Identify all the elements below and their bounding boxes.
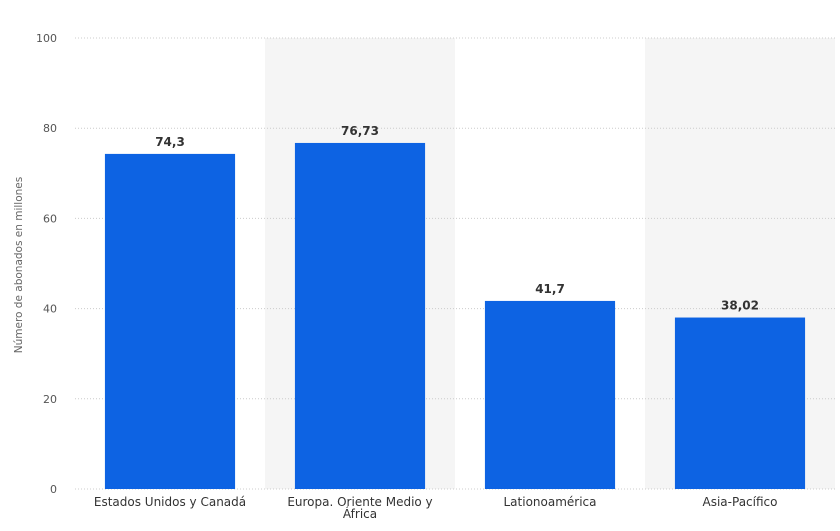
bars xyxy=(104,142,806,490)
x-tick-label: Asia-Pacífico xyxy=(703,495,778,509)
bar[interactable] xyxy=(484,300,616,489)
data-label: 74,3 xyxy=(155,135,185,149)
data-label: 41,7 xyxy=(535,282,565,296)
bar[interactable] xyxy=(294,142,426,489)
y-tick-label: 60 xyxy=(43,212,57,225)
y-tick-label: 40 xyxy=(43,303,57,316)
x-tick-label: Europa. Oriente Medio y África xyxy=(287,495,432,521)
data-label: 76,73 xyxy=(341,124,379,138)
x-axis-categories: Estados Unidos y Canadá Europa. Oriente M… xyxy=(94,495,778,521)
bar[interactable] xyxy=(104,153,236,490)
y-axis-label: Número de abonados en millones xyxy=(13,177,25,353)
data-label: 38,02 xyxy=(721,299,759,313)
bar[interactable] xyxy=(674,317,806,489)
y-axis-ticks: 0 20 40 60 80 100 xyxy=(36,32,57,496)
y-tick-label: 20 xyxy=(43,393,57,406)
y-tick-label: 0 xyxy=(50,483,57,496)
y-tick-label: 100 xyxy=(36,32,57,45)
x-tick-label: Lationoamérica xyxy=(503,495,596,509)
x-tick-label: Estados Unidos y Canadá xyxy=(94,495,246,509)
value-labels: 74,3 76,73 41,7 38,02 xyxy=(155,124,759,313)
y-tick-label: 80 xyxy=(43,122,57,135)
